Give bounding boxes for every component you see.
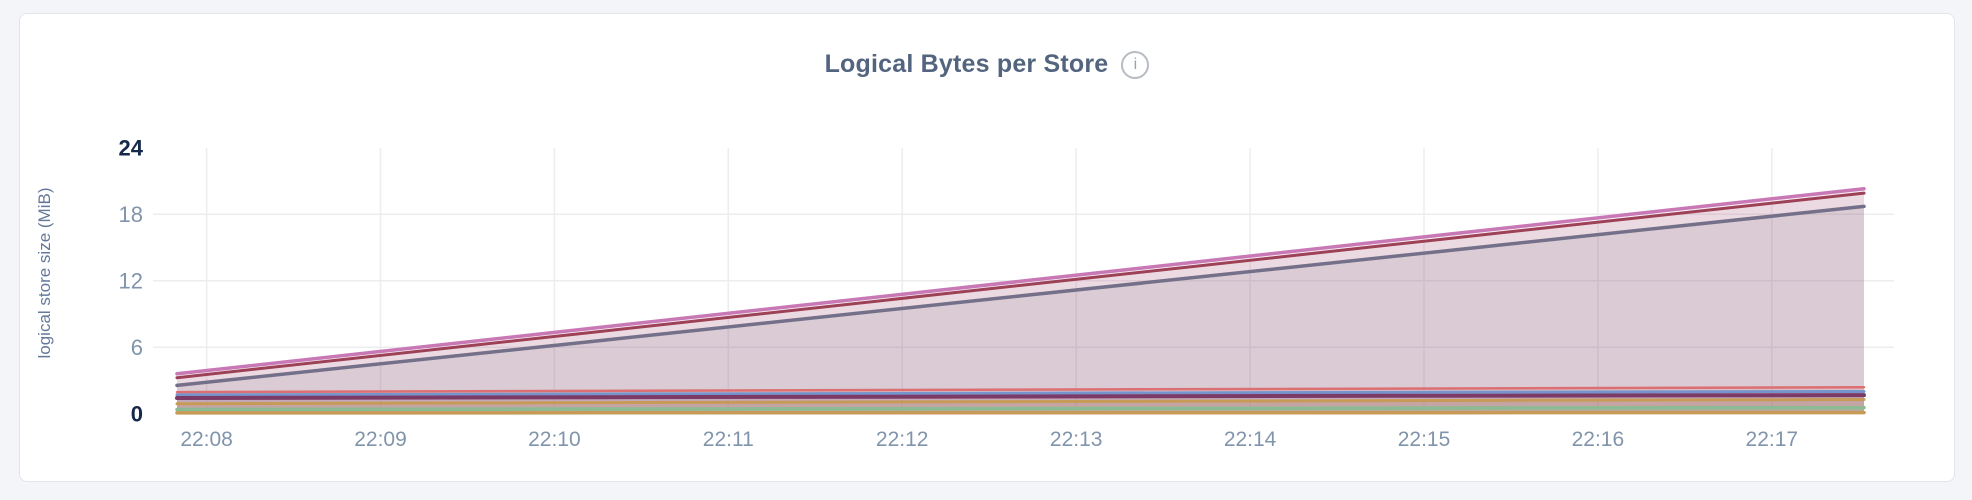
y-tick-label: 6 [131,335,143,360]
x-tick-label: 22:16 [1572,428,1625,451]
series-line-store-1 [175,186,1866,376]
y-tick-label: 18 [119,202,143,227]
info-icon[interactable]: i [1121,50,1150,79]
x-tick-label: 22:10 [528,428,581,451]
chart-card: 0 6 12 18 24 22:08 22:09 22:10 22:11 22:12 22:13 22… [19,13,1955,482]
series-line-store-5 [175,390,1866,397]
x-tick-label: 22:11 [703,428,754,451]
y-axis-title: logical store size (MiB) [35,188,54,359]
series-line-store-8 [175,405,1866,412]
series-line-store-4 [175,386,1866,394]
series-area-store-3 [177,206,1864,414]
series-line-store-2 [175,191,1866,380]
series-line-store-3 [175,204,1866,388]
series-area-store-2 [177,193,1864,414]
x-tick-label: 22:13 [1050,428,1103,451]
chart-canvas[interactable]: 0 6 12 18 24 22:08 22:09 22:10 22:11 22:12 22:13 22… [20,14,1956,483]
series-line-store-6 [175,393,1866,400]
x-tick-label: 22:12 [876,428,929,451]
x-tick-label: 22:17 [1746,428,1799,451]
x-tick-label: 22:09 [354,428,407,451]
y-tick-label: 24 [119,136,144,161]
chart-header: Logical Bytes per Store i [20,50,1954,79]
series-layer [175,186,1866,415]
y-tick-label: 12 [119,269,143,294]
series-line-store-7 [175,398,1866,406]
series-area-store-1 [177,188,1864,414]
y-tick-label: 0 [131,402,143,427]
x-tick-label: 22:15 [1398,428,1451,451]
axis-layer: 0 6 12 18 24 22:08 22:09 22:10 22:11 22:12 22:13 22… [119,136,1799,451]
x-tick-label: 22:14 [1224,428,1277,451]
x-tick-label: 22:08 [180,428,233,451]
chart-title: Logical Bytes per Store [824,50,1109,78]
